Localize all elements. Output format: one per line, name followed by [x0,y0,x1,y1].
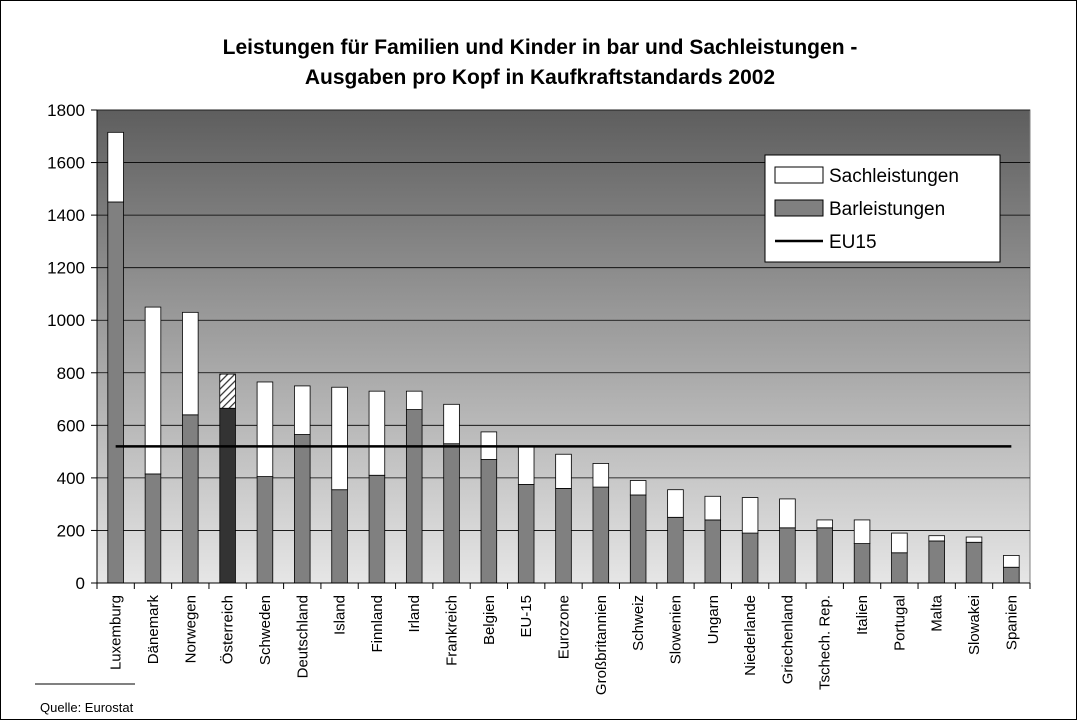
x-tick-label: Schweiz [630,595,647,651]
y-tick-label: 1000 [47,311,85,330]
y-tick-label: 600 [57,416,85,435]
y-tick-label: 200 [57,521,85,540]
x-tick-label: Irland [406,595,423,633]
x-tick-label: Griechenland [779,595,796,684]
bar-segment [555,487,572,584]
bar-segment [443,443,460,584]
x-tick-label: Niederlande [742,595,759,676]
bar-segment [107,201,124,584]
bar-segment [1003,555,1020,568]
legend-label: Sachleistungen [829,166,959,187]
bar-segment [144,306,162,475]
x-tick-label: Malta [929,594,946,631]
x-tick-label: Tschech. Rep. [817,595,834,690]
bar-segment [517,484,535,584]
bar-segment [144,473,162,584]
bar-segment [667,489,684,518]
x-tick-label: Luxemburg [108,595,125,670]
bar-segment [779,498,796,529]
y-tick-label: 1800 [47,101,85,120]
bar-segment [928,540,945,584]
bar-segment [779,527,796,584]
x-tick-label: Norwegen [182,595,199,663]
chart-title: Ausgaben pro Kopf in Kaufkraftstandards … [305,66,775,89]
bar-segment [928,535,945,542]
bar-segment [555,453,572,489]
bar-segment [592,463,610,488]
legend-label: EU15 [829,232,877,253]
y-tick-label: 1400 [47,206,85,225]
legend-swatch [774,199,824,217]
y-tick-label: 1600 [47,154,85,173]
bar-segment [368,474,386,584]
x-tick-label: Ungarn [705,595,722,644]
bar-segment [219,373,236,409]
x-tick-label: Finnland [369,595,386,653]
x-tick-label: Island [332,595,349,635]
bar-segment [741,497,759,534]
bar-segment [704,495,722,521]
bar-segment [592,486,610,584]
bar-segment [331,386,348,491]
x-tick-label: Großbritannien [593,595,610,695]
y-tick-label: 1200 [47,259,85,278]
bar-segment [294,385,311,435]
bar-segment [891,532,908,554]
y-tick-label: 400 [57,469,85,488]
chart-title: Leistungen für Familien und Kinder in ba… [223,36,858,59]
x-tick-label: Slowenien [667,595,684,664]
bar-segment [853,543,871,584]
bar-segment [256,381,274,477]
x-tick-label: Frankreich [444,595,461,666]
x-tick-label: Eurozone [556,595,573,659]
x-tick-label: Belgien [481,595,498,645]
x-tick-label: Deutschland [294,595,311,678]
source: Quelle: Eurostat [40,700,134,715]
x-tick-label: Portugal [891,595,908,651]
bar-segment [107,131,124,203]
bar-segment [294,434,311,584]
bar-segment [629,494,647,584]
bar-segment [331,489,348,584]
bar-segment [741,532,759,584]
bar-segment [629,480,647,496]
bar-segment [965,536,983,543]
legend-swatch [774,166,824,184]
x-tick-label: Slowakei [966,595,983,655]
bar-segment [891,552,908,584]
bar-segment [405,409,423,584]
x-tick-label: Schweden [257,595,274,665]
bar-segment [182,311,199,416]
bar-segment [667,516,684,584]
bar-segment [517,445,535,485]
bar-segment [1003,566,1020,584]
bar-segment [443,403,460,445]
bar-segment [816,527,833,584]
bar-segment [816,519,833,529]
bar-segment [853,519,871,544]
legend-label: Barleistungen [829,199,945,220]
bar-segment [256,476,274,584]
bar-segment [965,541,983,584]
x-tick-label: Spanien [1003,595,1020,650]
y-tick-label: 800 [57,364,85,383]
x-tick-label: Österreich [219,595,237,664]
x-tick-label: Dänemark [145,595,162,665]
bar-segment [182,414,199,584]
x-tick-label: Italien [854,595,871,635]
x-tick-label: EU-15 [518,595,535,638]
y-tick-label: 0 [76,574,85,593]
bar-segment [405,390,423,410]
bar-segment [704,519,722,584]
bar-segment [368,390,386,476]
bar-segment [480,459,498,584]
bar-segment [219,407,236,584]
